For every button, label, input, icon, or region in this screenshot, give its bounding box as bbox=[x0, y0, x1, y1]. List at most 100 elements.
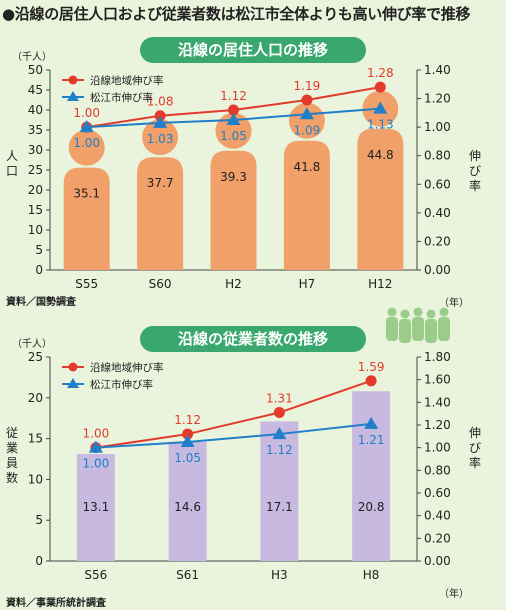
chart2-category-2: H3 bbox=[271, 568, 288, 582]
chart1-category-1: S60 bbox=[149, 277, 172, 291]
chart1-right-tick-4: 0.80 bbox=[424, 149, 451, 163]
chart2-bar-1 bbox=[168, 441, 207, 561]
chart2-series-0-line bbox=[95, 379, 372, 449]
people-icon-head-2 bbox=[413, 307, 423, 317]
chart1-left-tick-5: 25 bbox=[28, 163, 43, 177]
chart2-category-0: S56 bbox=[84, 568, 107, 582]
chart1-series-1-point-0 bbox=[79, 120, 94, 133]
chart2-bar-label-1: 14.6 bbox=[174, 500, 201, 514]
chart2-left-unit: （千人） bbox=[12, 338, 52, 350]
chart2-category-3: H8 bbox=[363, 568, 380, 582]
chart1-series-1-point-3 bbox=[299, 107, 314, 120]
chart1-left-unit: （千人） bbox=[12, 51, 52, 63]
chart2-series-1-point-3 bbox=[364, 416, 379, 429]
chart1-category-3: H7 bbox=[299, 277, 316, 291]
chart1-right-tick-0: 0.00 bbox=[424, 263, 451, 277]
people-icon-head-1 bbox=[400, 309, 410, 319]
chart2-legend-text-1: 松江市伸び率 bbox=[90, 378, 153, 391]
chart1-left-tick-2: 10 bbox=[28, 223, 43, 237]
chart2-series-0-label-1: 1.12 bbox=[174, 413, 201, 427]
chart2-left-tick-3: 15 bbox=[28, 432, 43, 446]
chart1-series-0-label-3: 1.19 bbox=[294, 79, 321, 93]
chart1-bar-body-1 bbox=[137, 157, 184, 270]
page-headline: ●沿線の居住人口および従業者数は松江市全体よりも高い伸び率で推移 bbox=[2, 5, 471, 23]
chart2-left-tick-5: 25 bbox=[28, 350, 43, 364]
chart2-right-tick-9: 1.80 bbox=[424, 350, 451, 364]
chart1-category-2: H2 bbox=[225, 277, 242, 291]
chart1-series-0-label-1: 1.08 bbox=[147, 95, 174, 109]
chart2-left-label-2: 員 bbox=[6, 456, 18, 470]
chart1-left-tick-3: 15 bbox=[28, 203, 43, 217]
chart1-left-label-1: 口 bbox=[6, 164, 18, 178]
chart1-legend-text-1: 松江市伸び率 bbox=[90, 91, 153, 104]
people-icon-body-2 bbox=[412, 317, 424, 341]
chart2-left-tick-4: 20 bbox=[28, 391, 43, 405]
chart1-left-tick-0: 0 bbox=[35, 263, 43, 277]
chart1-bar-label-1: 37.7 bbox=[147, 176, 174, 190]
chart1-series-0-point-4 bbox=[374, 81, 386, 93]
chart1-bar-body-0 bbox=[63, 167, 110, 270]
chart1-right-label-2: 率 bbox=[469, 178, 481, 193]
chart1-left-tick-8: 40 bbox=[28, 103, 43, 117]
chart2-right-tick-8: 1.60 bbox=[424, 373, 451, 387]
chart2-left-label-3: 数 bbox=[6, 470, 18, 485]
chart1-right-tick-6: 1.20 bbox=[424, 92, 451, 106]
people-icon-body-3 bbox=[425, 319, 437, 343]
chart2-category-1: S61 bbox=[176, 568, 199, 582]
chart1-series-1-label-0: 1.00 bbox=[73, 136, 100, 150]
chart1-right-tick-5: 1.00 bbox=[424, 120, 451, 134]
chart1-series-1-label-2: 1.05 bbox=[220, 129, 247, 143]
chart1-left-tick-7: 35 bbox=[28, 123, 43, 137]
chart2-series-1-point-1 bbox=[180, 435, 195, 447]
chart1-series-0-label-0: 1.00 bbox=[73, 106, 100, 120]
chart1-right-label-0: 伸 bbox=[469, 149, 481, 163]
people-icon-head-0 bbox=[387, 307, 397, 317]
chart1-series-0-point-3 bbox=[301, 94, 313, 106]
chart2-series-0-label-3: 1.59 bbox=[358, 360, 385, 374]
chart1-left-label-0: 人 bbox=[6, 149, 18, 163]
chart2-left-label-0: 従 bbox=[6, 426, 18, 440]
chart2-legend-marker-0 bbox=[68, 362, 78, 372]
chart2-right-tick-1: 0.20 bbox=[424, 531, 451, 545]
chart1-bar-label-4: 44.8 bbox=[367, 148, 394, 162]
chart2-series-1-label-2: 1.12 bbox=[266, 443, 293, 457]
chart2-series-1-line bbox=[95, 422, 372, 449]
chart1-right-label-1: び bbox=[469, 164, 481, 178]
chart1-series-0-label-2: 1.12 bbox=[220, 89, 247, 103]
chart1-right-tick-2: 0.40 bbox=[424, 206, 451, 220]
chart1-bar-head-1 bbox=[142, 119, 179, 156]
chart1-series-1-label-3: 1.09 bbox=[294, 123, 321, 137]
chart1-category-4: H12 bbox=[368, 277, 392, 291]
chart2-left-tick-2: 10 bbox=[28, 472, 43, 486]
chart1-left-tick-9: 45 bbox=[28, 83, 43, 97]
chart1-bar-body-4 bbox=[357, 128, 404, 270]
chart1-right-tick-7: 1.40 bbox=[424, 63, 451, 77]
chart2-series-1-label-3: 1.21 bbox=[358, 433, 385, 447]
chart2-left-label-1: 業 bbox=[6, 441, 18, 455]
chart1-x-unit: （年） bbox=[439, 296, 469, 309]
chart2-right-tick-6: 1.20 bbox=[424, 418, 451, 432]
chart1-series-1-point-2 bbox=[226, 113, 241, 125]
chart1-category-0: S55 bbox=[75, 277, 98, 291]
chart1-left-tick-4: 20 bbox=[28, 183, 43, 197]
chart2-series-0-label-2: 1.31 bbox=[266, 392, 293, 406]
chart1-title: 沿線の居住人口の推移 bbox=[140, 37, 366, 63]
chart1-bar-head-3 bbox=[288, 102, 325, 139]
chart1-bar-label-2: 39.3 bbox=[220, 170, 247, 184]
chart2-left-tick-1: 5 bbox=[35, 513, 43, 527]
chart1-bar-label-0: 35.1 bbox=[73, 187, 100, 201]
chart2-right-tick-5: 1.00 bbox=[424, 441, 451, 455]
chart2-source: 資料／事業所統計調査 bbox=[6, 598, 106, 609]
chart1-bar-head-0 bbox=[68, 129, 105, 166]
chart2-right-label-0: 伸 bbox=[469, 426, 481, 440]
chart2-right-tick-3: 0.60 bbox=[424, 486, 451, 500]
chart1-bar-body-3 bbox=[283, 140, 330, 270]
chart2-legend-marker-1 bbox=[67, 378, 79, 388]
chart2-series-1-label-0: 1.00 bbox=[83, 457, 110, 471]
chart2-title: 沿線の従業者数の推移 bbox=[140, 326, 366, 352]
chart2-right-label-1: び bbox=[469, 441, 481, 455]
chart2-right-tick-0: 0.00 bbox=[424, 554, 451, 568]
chart1-left-tick-1: 5 bbox=[35, 243, 43, 257]
chart1-bar-head-2 bbox=[215, 112, 252, 149]
chart2-series-1-point-0 bbox=[88, 440, 103, 453]
